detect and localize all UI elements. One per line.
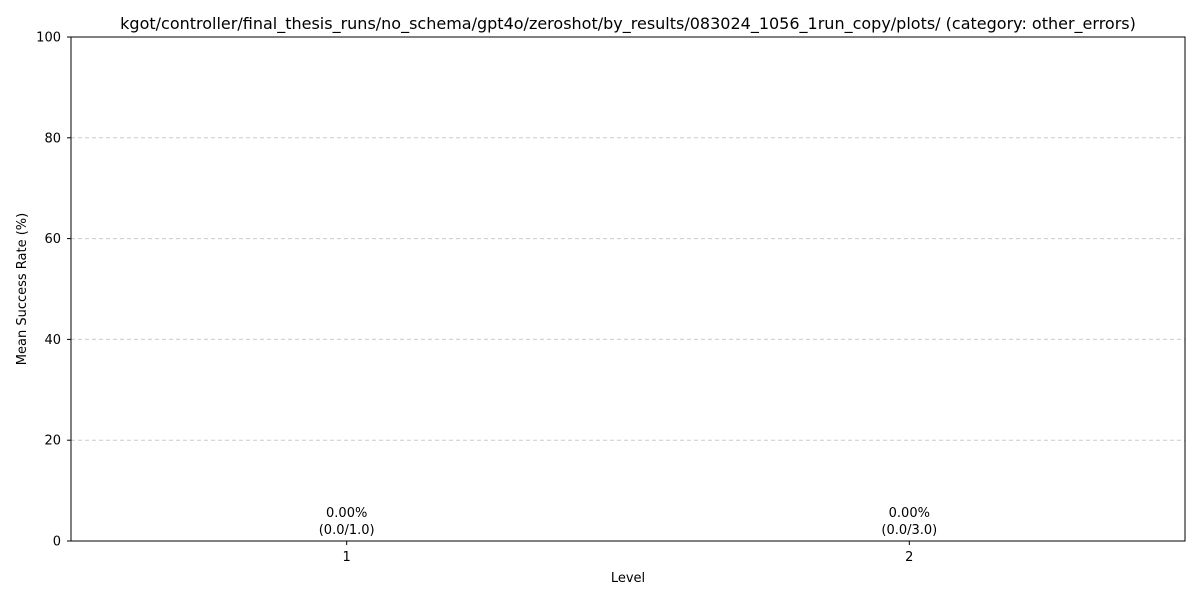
plot-frame — [70, 36, 1186, 542]
y-tick-label: 80 — [44, 131, 61, 146]
y-tick-label: 0 — [53, 535, 61, 550]
y-tick-label: 100 — [36, 31, 61, 46]
bar-ratio-label: (0.0/3.0) — [881, 523, 937, 538]
y-tick-label: 60 — [44, 232, 61, 247]
x-tick-label: 1 — [343, 550, 351, 565]
y-axis: 0 20 40 60 80 100 — [36, 31, 71, 550]
x-tick-label: 2 — [905, 550, 913, 565]
bar-ratio-label: (0.0/1.0) — [319, 523, 375, 538]
data-labels: 0.00% (0.0/1.0) 0.00% (0.0/3.0) — [319, 506, 938, 538]
y-tick-label: 20 — [44, 434, 61, 449]
y-tick-label: 40 — [44, 333, 61, 348]
chart-title: kgot/controller/final_thesis_runs/no_sch… — [120, 14, 1136, 34]
bar-value-label: 0.00% — [889, 506, 930, 521]
bar-value-label: 0.00% — [326, 506, 367, 521]
y-axis-label: Mean Success Rate (%) — [15, 213, 30, 365]
x-axis-label: Level — [611, 571, 645, 586]
grid-layer — [71, 137, 1185, 441]
